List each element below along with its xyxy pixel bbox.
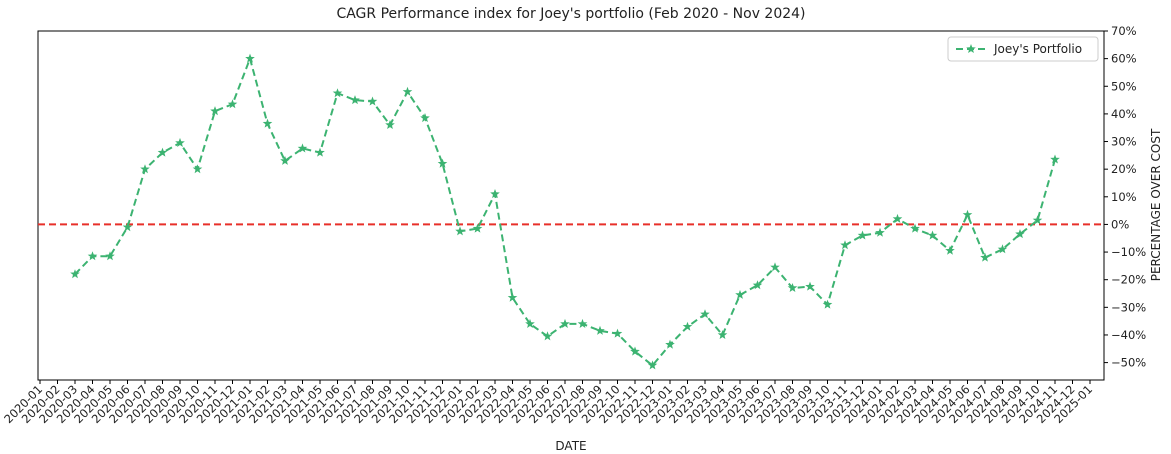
y-tick-label: 40% bbox=[1111, 107, 1137, 121]
data-point bbox=[805, 281, 815, 291]
data-point bbox=[962, 209, 973, 219]
data-point bbox=[927, 230, 938, 240]
data-point bbox=[980, 252, 990, 262]
data-point bbox=[1015, 229, 1025, 239]
data-point bbox=[385, 120, 395, 129]
data-point bbox=[157, 147, 168, 157]
data-point bbox=[87, 251, 98, 261]
data-point bbox=[577, 318, 588, 328]
data-point bbox=[455, 226, 465, 236]
y-tick-label: −50% bbox=[1111, 356, 1146, 370]
data-point bbox=[700, 309, 710, 319]
y-tick-label: −20% bbox=[1111, 273, 1146, 287]
x-axis-label: DATE bbox=[555, 439, 586, 453]
data-point bbox=[245, 53, 255, 63]
chart-title: CAGR Performance index for Joey's portfo… bbox=[336, 6, 805, 22]
data-point bbox=[525, 318, 535, 328]
y-tick-label: −40% bbox=[1111, 328, 1146, 342]
y-tick-label: 60% bbox=[1111, 52, 1137, 66]
data-point bbox=[945, 245, 955, 255]
data-point bbox=[1050, 154, 1060, 164]
data-point bbox=[490, 189, 500, 199]
y-tick-label: 70% bbox=[1111, 24, 1137, 38]
data-point bbox=[367, 96, 378, 106]
y-tick-label: 10% bbox=[1111, 190, 1137, 204]
data-point bbox=[210, 106, 220, 116]
data-point bbox=[280, 155, 290, 165]
data-point bbox=[297, 143, 308, 153]
data-point bbox=[840, 240, 850, 250]
data-point bbox=[822, 299, 833, 309]
data-point bbox=[472, 223, 483, 233]
legend-box bbox=[947, 36, 1099, 62]
y-tick-label: −10% bbox=[1111, 245, 1146, 259]
y-axis-label: PERCENTAGE OVER COST bbox=[1149, 128, 1163, 281]
data-point bbox=[997, 244, 1008, 254]
data-point bbox=[595, 325, 605, 335]
data-point bbox=[910, 223, 920, 233]
data-point bbox=[735, 289, 745, 299]
data-point bbox=[647, 360, 658, 370]
y-tick-label: 50% bbox=[1111, 79, 1137, 93]
y-tick-label: 20% bbox=[1111, 162, 1137, 176]
data-point bbox=[227, 99, 238, 109]
data-point bbox=[350, 95, 360, 105]
data-point bbox=[752, 280, 763, 290]
data-point bbox=[892, 213, 903, 223]
y-tick-label: 30% bbox=[1111, 135, 1137, 149]
plot-frame bbox=[37, 30, 1105, 381]
data-point bbox=[630, 346, 640, 356]
data-point bbox=[1032, 215, 1043, 225]
data-point bbox=[420, 113, 430, 123]
data-point bbox=[770, 262, 780, 272]
data-point bbox=[542, 331, 553, 341]
data-point bbox=[665, 339, 675, 349]
data-point bbox=[787, 283, 798, 292]
data-point bbox=[875, 227, 885, 237]
legend-label: Joey's Portfolio bbox=[993, 42, 1082, 56]
y-tick-label: 0% bbox=[1111, 217, 1129, 231]
data-point bbox=[332, 88, 343, 98]
data-point bbox=[560, 318, 570, 328]
data-point bbox=[175, 137, 185, 147]
data-point bbox=[105, 251, 115, 261]
data-point bbox=[140, 164, 150, 174]
data-point bbox=[857, 230, 868, 240]
data-point bbox=[262, 118, 273, 128]
data-point bbox=[612, 328, 623, 338]
y-tick-label: −30% bbox=[1111, 300, 1146, 314]
data-point bbox=[70, 269, 80, 279]
data-point bbox=[682, 321, 693, 331]
data-point bbox=[122, 222, 133, 232]
data-point bbox=[402, 86, 413, 96]
data-point bbox=[717, 330, 728, 339]
data-point bbox=[315, 147, 325, 157]
data-point bbox=[507, 292, 518, 302]
data-point bbox=[437, 158, 448, 168]
legend-marker bbox=[966, 44, 976, 53]
legend: Joey's Portfolio bbox=[947, 36, 1099, 62]
data-point bbox=[192, 164, 203, 174]
